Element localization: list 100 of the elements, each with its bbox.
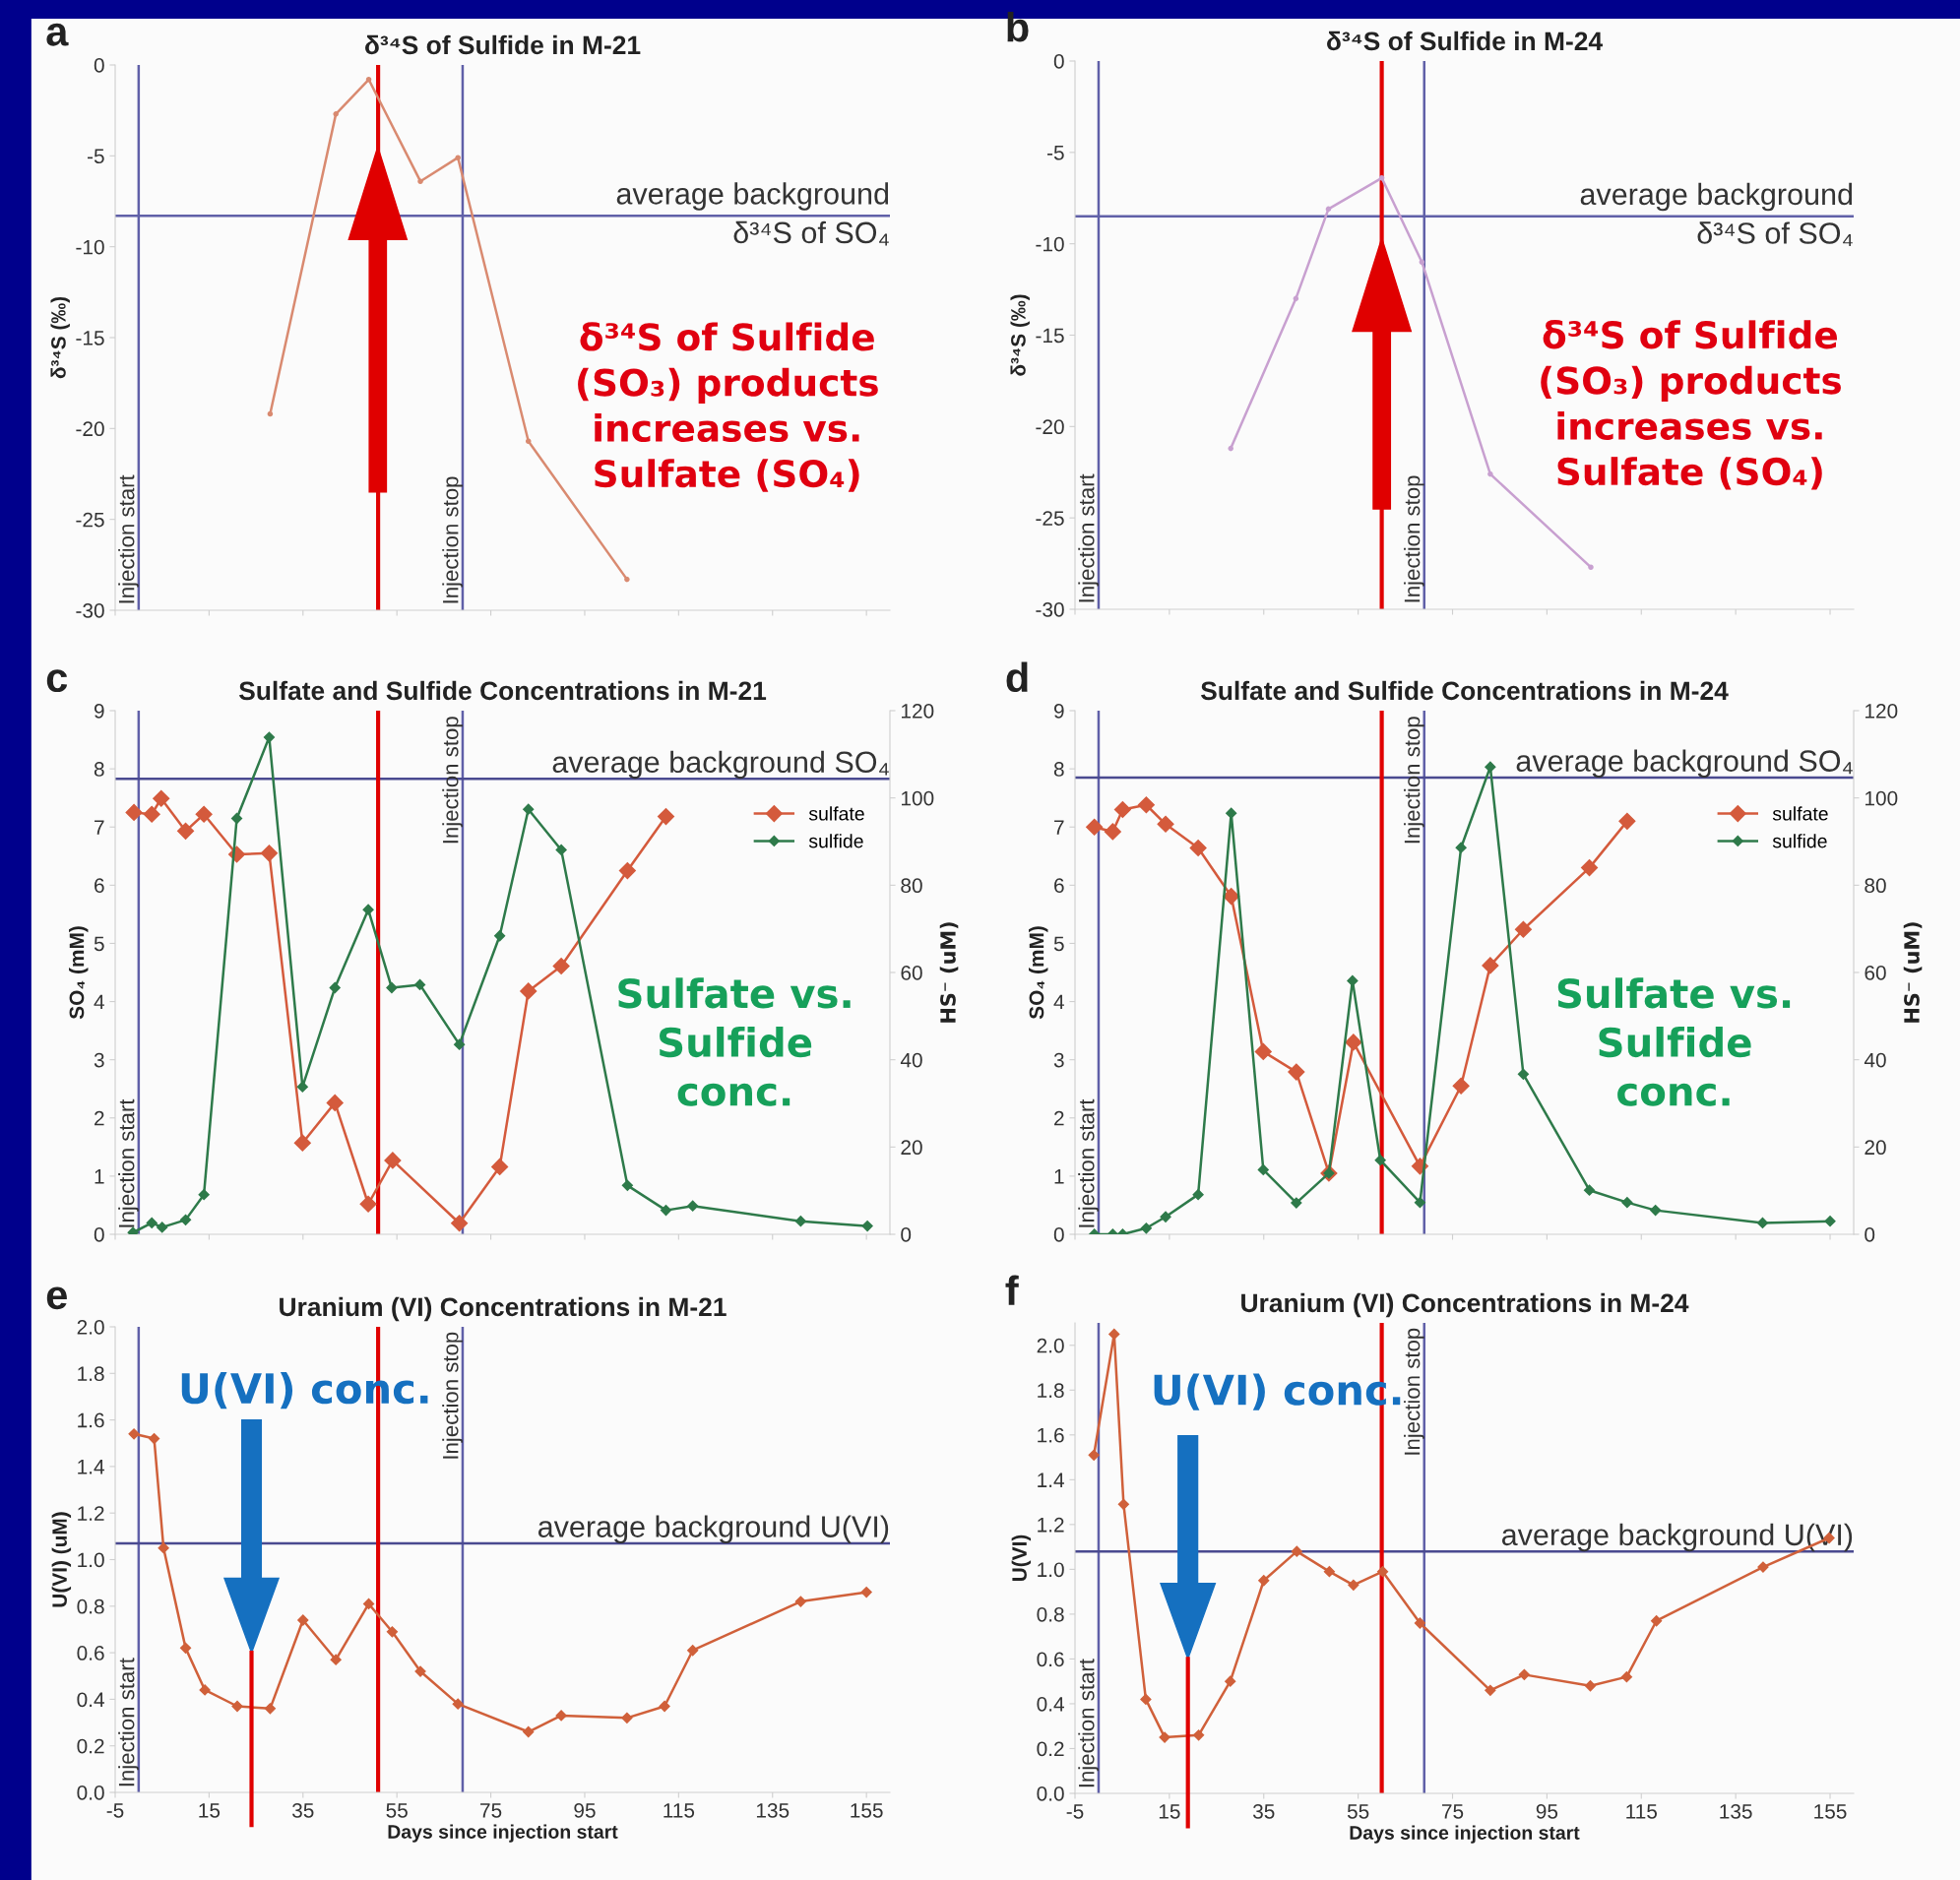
legend-label: sulfide — [808, 834, 863, 848]
y-tick-label: 0.6 — [77, 1646, 104, 1661]
y-tick-label: 1.8 — [78, 1366, 104, 1382]
x-tick-label: 135 — [1720, 1803, 1752, 1819]
chart-title: Uranium (VI) Concentrations in M-21 — [280, 1296, 727, 1322]
x-axis-title: Days since injection start — [1350, 1825, 1580, 1844]
y-tick-label: 9 — [94, 704, 104, 719]
ref-line-label: Injection stop — [442, 476, 463, 603]
legend-label: sulfate — [808, 806, 864, 821]
x-tick-label: 115 — [664, 1803, 695, 1818]
y-tick-label: 3 — [94, 1052, 104, 1068]
y-tick-label: 0.0 — [77, 1786, 104, 1800]
y-tick-label: 2 — [1054, 1110, 1064, 1126]
ref-line-label: Injection stop — [442, 717, 463, 844]
y-tick-label: 6 — [1054, 878, 1064, 894]
text: f — [1005, 1275, 1019, 1305]
ref-line-label: average background U(VI) — [537, 1515, 889, 1543]
x-tick-label: 35 — [1252, 1803, 1275, 1819]
y-tick-label: 5 — [94, 936, 104, 952]
y-tick-label: 1.8 — [1038, 1383, 1064, 1399]
ref-line-label: average background δ³⁴S of SO₄ — [616, 182, 889, 246]
ref-line-label: Injection start — [118, 1098, 139, 1227]
y-tick-label: 1.2 — [1038, 1517, 1064, 1533]
y-tick-label: 0.6 — [1037, 1652, 1064, 1667]
y-tick-label: -20 — [1036, 419, 1064, 435]
y-tick-label: -25 — [76, 512, 104, 528]
y-tick-label: 1.4 — [78, 1460, 104, 1474]
chart-title: Sulfate and Sulfide Concentrations in M-21 — [238, 680, 767, 701]
x-tick-label: 75 — [1442, 1804, 1464, 1819]
ref-line-label: average background SO₄ — [1516, 749, 1853, 778]
x-tick-label: 95 — [1536, 1803, 1558, 1819]
text: a — [46, 23, 69, 46]
y-axis-title: δ³⁴S (‰) — [1010, 294, 1030, 376]
y-tick-label: -10 — [1036, 236, 1064, 252]
y-tick-label: -25 — [1036, 511, 1064, 526]
y-tick-label: -15 — [76, 331, 104, 345]
x-tick-label: 155 — [851, 1803, 883, 1818]
ref-line-label: Injection start — [118, 474, 139, 603]
x-tick-label: 35 — [292, 1802, 314, 1818]
x-tick-label: 135 — [756, 1802, 790, 1818]
annotation: Sulfate vs. Sulfide conc. — [1557, 977, 1791, 1106]
y2-tick-label: 100 — [902, 790, 934, 806]
chart-title: Sulfate and Sulfide Concentrations in M-24 — [1200, 680, 1729, 701]
y2-tick-label: 100 — [1865, 790, 1898, 806]
y2-tick-label: 120 — [1865, 704, 1898, 719]
x-tick-label: 55 — [386, 1803, 408, 1818]
y2-tick-label: 20 — [901, 1140, 922, 1156]
y2-tick-label: 60 — [1865, 966, 1886, 980]
y-tick-label: -30 — [76, 603, 104, 618]
ref-line-label: Injection stop — [442, 1332, 463, 1459]
y-tick-label: -5 — [87, 149, 104, 164]
annotation: δ³⁴S of Sulfide (SO₃) products increases vs. Sulfate (SO₄) — [1541, 320, 1841, 490]
y-tick-label: 1 — [95, 1169, 104, 1184]
y-tick-label: 1.0 — [1038, 1562, 1064, 1578]
text: b — [1007, 12, 1029, 42]
y2-tick-label: 60 — [901, 966, 922, 980]
y-tick-label: 1.2 — [78, 1506, 104, 1521]
x-axis-title: Days since injection start — [388, 1824, 618, 1843]
y-axis-title: SO₄ (mM) — [1029, 926, 1048, 1020]
y-tick-label: 8 — [94, 762, 104, 777]
y-tick-label: 3 — [1053, 1052, 1064, 1068]
y-tick-label: 0.4 — [77, 1692, 104, 1708]
y-tick-label: 5 — [1053, 936, 1064, 952]
y-tick-label: 2 — [95, 1110, 104, 1126]
y2-tick-label: 40 — [900, 1052, 922, 1068]
y-tick-label: 1.6 — [78, 1412, 104, 1428]
y-tick-label: 0.2 — [1037, 1741, 1064, 1757]
y-tick-label: 4 — [94, 994, 104, 1010]
y2-tick-label: 0 — [901, 1227, 912, 1242]
x-tick-label: -5 — [1066, 1804, 1084, 1819]
y-tick-label: -20 — [76, 421, 104, 437]
y-tick-label: 7 — [1054, 820, 1064, 835]
x-tick-label: 55 — [1347, 1804, 1369, 1819]
chart-title: δ³⁴S of Sulfide in M-24 — [1327, 31, 1603, 51]
ref-line-label: Injection start — [1078, 473, 1099, 602]
y-tick-label: 0 — [94, 1227, 104, 1242]
y-tick-label: -30 — [1036, 602, 1064, 617]
text: e — [46, 1286, 67, 1310]
y-tick-label: 4 — [1053, 994, 1064, 1010]
x-tick-label: 115 — [1626, 1804, 1658, 1819]
y-tick-label: 8 — [1053, 762, 1064, 777]
annotation: δ³⁴S of Sulfide (SO₃) products increases vs. Sulfate (SO₄) — [578, 322, 878, 492]
y-axis-title: δ³⁴S (‰) — [50, 296, 70, 379]
y-tick-label: -10 — [76, 239, 104, 255]
y-axis-title: U(VI) — [1011, 1535, 1032, 1582]
x-tick-label: 155 — [1814, 1804, 1847, 1819]
y2-axis-title: HS⁻ (uM) — [1903, 922, 1923, 1023]
x-tick-label: 15 — [1159, 1804, 1180, 1819]
y-axis-title: SO₄ (mM) — [69, 926, 89, 1020]
x-tick-label: 95 — [574, 1802, 596, 1818]
ref-line-label: average background SO₄ — [552, 750, 889, 780]
text: c — [46, 669, 68, 693]
y-tick-label: 2.0 — [1037, 1338, 1064, 1353]
y-tick-label: 0.0 — [1037, 1786, 1064, 1801]
y2-tick-label: 20 — [1865, 1140, 1886, 1156]
y-tick-label: 9 — [1053, 704, 1064, 719]
y-axis-title: U(VI) (uM) — [51, 1512, 72, 1607]
ref-line-label: Injection stop — [1404, 475, 1424, 602]
ref-line-label: Injection stop — [1404, 717, 1424, 844]
y-tick-label: 0 — [1053, 1227, 1064, 1242]
